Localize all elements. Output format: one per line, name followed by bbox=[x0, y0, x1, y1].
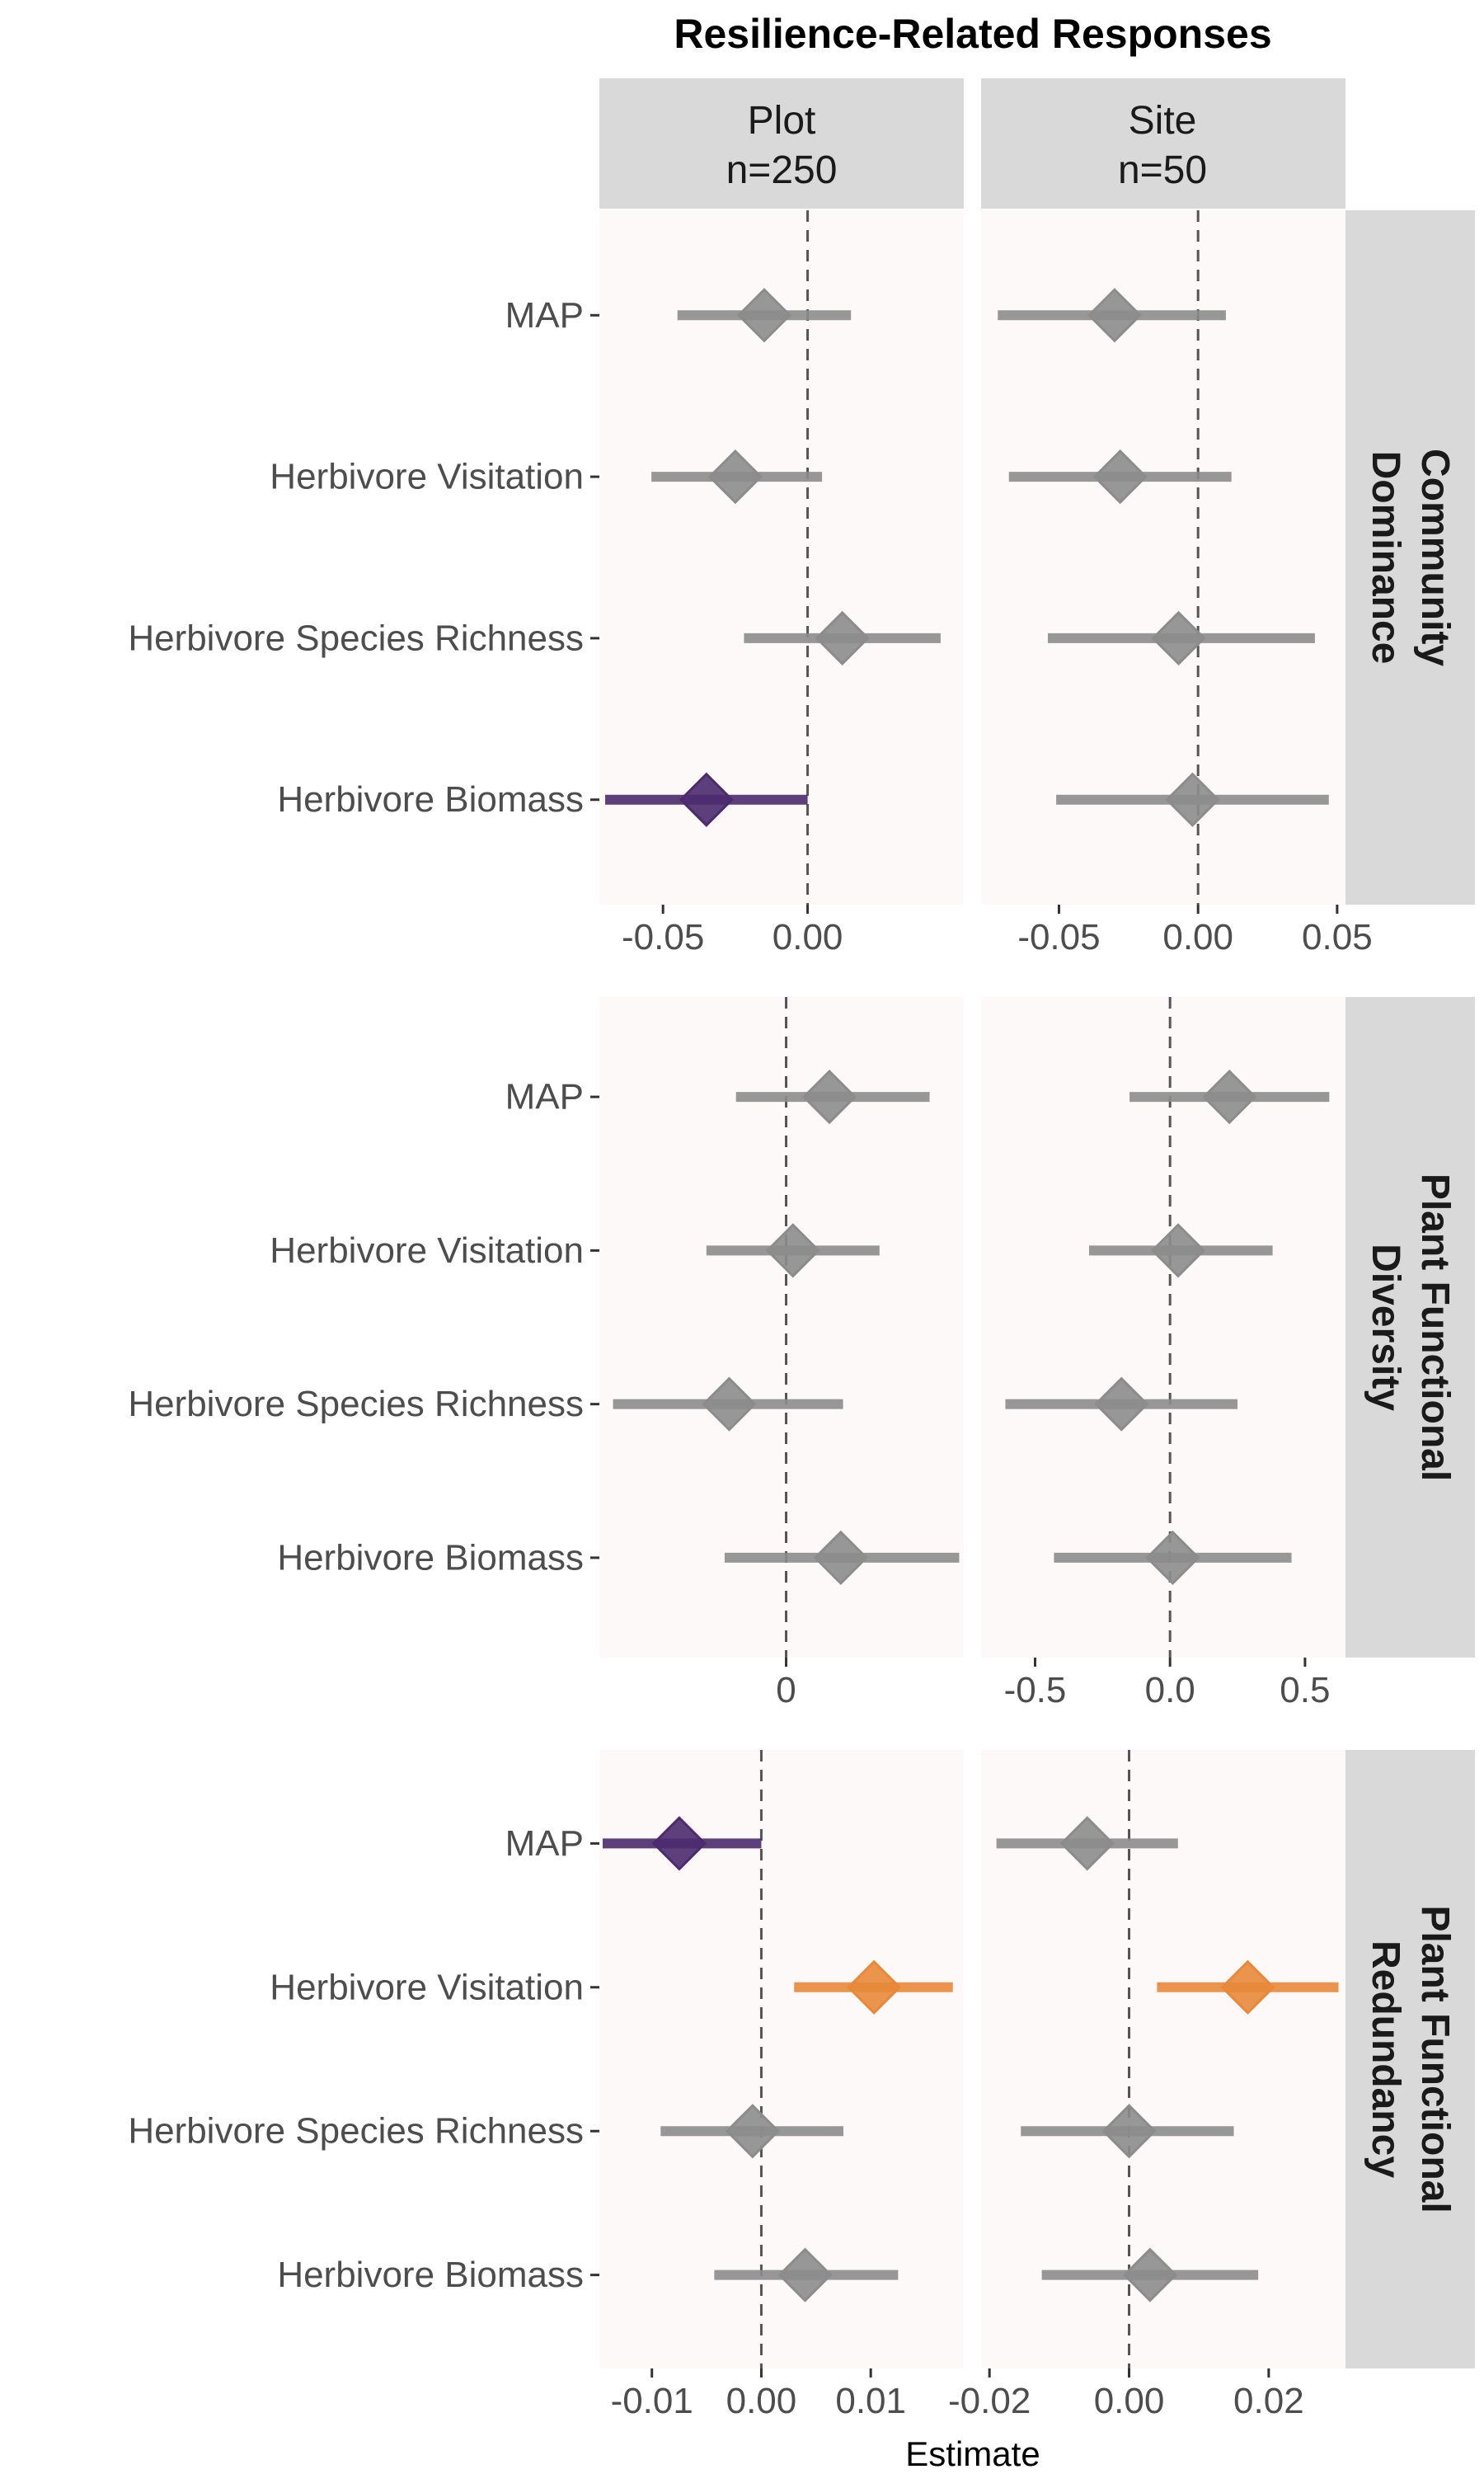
estimate-diamond bbox=[1151, 610, 1206, 666]
x-tick-label: 0.05 bbox=[1302, 917, 1373, 957]
x-tick-label: 0.00 bbox=[726, 2381, 797, 2421]
estimate-diamond bbox=[725, 2104, 780, 2159]
x-tick-label: -0.05 bbox=[622, 917, 704, 957]
row-strip-bg bbox=[1345, 997, 1475, 1658]
estimate-diamond bbox=[1145, 1530, 1200, 1586]
estimate-diamond bbox=[736, 288, 792, 343]
row-strip-bg bbox=[1345, 210, 1475, 905]
panel-background bbox=[981, 210, 1345, 905]
x-tick-label: 0.01 bbox=[835, 2381, 906, 2421]
x-tick-label: -0.5 bbox=[1004, 1670, 1067, 1710]
estimate-diamond bbox=[847, 1959, 902, 2015]
estimate-diamond bbox=[1087, 288, 1143, 343]
row-strip-label-plant-functional-diversity: Plant Functional bbox=[1413, 1174, 1457, 1481]
estimate-diamond bbox=[651, 1816, 707, 1871]
x-tick-label: 0.02 bbox=[1233, 2381, 1304, 2421]
estimate-diamond bbox=[1220, 1959, 1275, 2015]
column-strip-bg bbox=[599, 78, 964, 209]
y-tick-label: Herbivore Biomass bbox=[277, 1537, 584, 1578]
row-strip-label-plant-functional-redundancy: Redundancy bbox=[1364, 1940, 1407, 2178]
y-tick-label: Herbivore Biomass bbox=[277, 2255, 584, 2295]
x-tick-label: 0 bbox=[776, 1670, 796, 1710]
estimate-diamond bbox=[1059, 1816, 1115, 1871]
estimate-diamond bbox=[679, 772, 734, 827]
x-tick-label: -0.05 bbox=[1017, 917, 1100, 957]
column-strip-bg bbox=[981, 78, 1345, 209]
y-tick-label: MAP bbox=[505, 295, 584, 336]
estimate-diamond bbox=[801, 1069, 857, 1125]
y-tick-label: MAP bbox=[505, 1823, 584, 1864]
column-strip-site-line2: n=50 bbox=[1118, 148, 1207, 192]
chart-title: Resilience-Related Responses bbox=[674, 11, 1271, 57]
estimate-diamond bbox=[1122, 2247, 1178, 2302]
panel-background bbox=[599, 210, 964, 905]
x-tick-label: 0.00 bbox=[1094, 2381, 1165, 2421]
column-strip-plot-line2: n=250 bbox=[726, 148, 838, 192]
panel-background bbox=[599, 997, 964, 1658]
x-tick-label: 0.00 bbox=[773, 917, 843, 957]
estimate-diamond bbox=[1092, 449, 1148, 505]
x-axis-title: Estimate bbox=[905, 2434, 1040, 2473]
column-strip-site-line1: Site bbox=[1129, 99, 1197, 143]
estimate-diamond bbox=[1094, 1376, 1149, 1432]
estimate-diamond bbox=[1165, 772, 1220, 827]
row-strip-label-plant-functional-redundancy: Plant Functional bbox=[1413, 1905, 1457, 2213]
estimate-diamond bbox=[1101, 2104, 1157, 2159]
y-tick-label: Herbivore Visitation bbox=[270, 1967, 584, 2007]
row-strip-label-community-dominance: Community bbox=[1413, 449, 1457, 666]
y-tick-label: Herbivore Species Richness bbox=[128, 1384, 584, 1424]
x-tick-label: 0.0 bbox=[1145, 1670, 1195, 1710]
estimate-diamond bbox=[707, 449, 763, 505]
y-tick-label: Herbivore Biomass bbox=[277, 779, 584, 820]
estimate-diamond bbox=[777, 2247, 833, 2302]
row-strip-label-community-dominance: Dominance bbox=[1364, 451, 1407, 665]
estimate-diamond bbox=[702, 1376, 757, 1432]
y-tick-label: Herbivore Species Richness bbox=[128, 618, 584, 658]
estimate-diamond bbox=[1150, 1223, 1206, 1278]
estimate-diamond bbox=[815, 610, 870, 666]
x-tick-label: -0.01 bbox=[611, 2381, 693, 2421]
estimate-diamond bbox=[813, 1530, 868, 1586]
column-strip-plot-line1: Plot bbox=[748, 99, 816, 143]
y-tick-label: MAP bbox=[505, 1077, 584, 1117]
x-tick-label: 0.00 bbox=[1162, 917, 1233, 957]
panel-background bbox=[599, 1750, 964, 2368]
x-tick-label: -0.02 bbox=[948, 2381, 1031, 2421]
estimate-diamond bbox=[1202, 1069, 1257, 1125]
y-tick-label: Herbivore Species Richness bbox=[128, 2111, 584, 2152]
y-tick-label: Herbivore Visitation bbox=[270, 1230, 584, 1271]
x-tick-label: 0.5 bbox=[1280, 1670, 1330, 1710]
row-strip-label-plant-functional-diversity: Diversity bbox=[1364, 1244, 1407, 1411]
estimate-diamond bbox=[765, 1223, 820, 1278]
row-strip-bg bbox=[1345, 1750, 1475, 2368]
y-tick-label: Herbivore Visitation bbox=[270, 457, 584, 497]
